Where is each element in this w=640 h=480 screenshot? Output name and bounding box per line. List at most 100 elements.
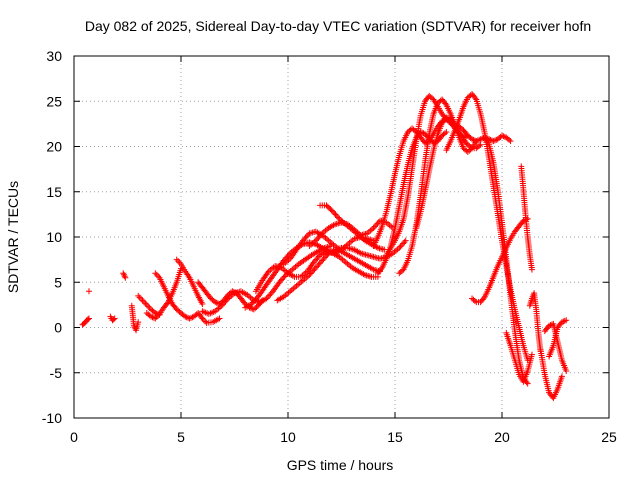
data-point	[148, 313, 155, 320]
x-tick-label: 5	[177, 429, 185, 445]
data-point	[135, 292, 142, 299]
data-point	[266, 292, 273, 299]
y-tick-label: 5	[54, 274, 62, 290]
data-point	[443, 129, 450, 136]
data-point	[251, 298, 258, 305]
y-tick-label: 20	[46, 139, 62, 155]
data-point	[560, 318, 567, 325]
data-point	[219, 301, 226, 308]
data-point	[476, 142, 483, 149]
data-point	[315, 261, 322, 268]
data-point	[371, 223, 378, 230]
data-point	[396, 244, 403, 251]
data-point	[279, 276, 286, 283]
data-point	[561, 317, 568, 324]
data-point	[143, 301, 150, 308]
data-point	[164, 300, 171, 307]
data-point	[317, 258, 324, 265]
data-point	[216, 315, 223, 322]
data-point	[547, 322, 554, 329]
x-tick-label: 15	[387, 429, 403, 445]
data-point	[317, 231, 324, 238]
y-tick-label: 10	[46, 229, 62, 245]
data-point	[252, 296, 259, 303]
data-point	[218, 302, 225, 309]
data-point	[302, 234, 309, 241]
data-point	[397, 243, 404, 250]
data-point	[111, 315, 118, 322]
data-point	[84, 316, 91, 323]
data-point	[146, 304, 153, 311]
data-point	[173, 256, 180, 263]
data-point	[528, 351, 535, 358]
data-point	[563, 367, 570, 374]
data-point	[310, 259, 317, 266]
x-tick-label: 10	[280, 429, 296, 445]
data-points	[79, 91, 570, 402]
data-point	[471, 297, 478, 304]
data-point	[263, 295, 270, 302]
data-point	[400, 240, 407, 247]
data-point	[314, 236, 321, 243]
data-point	[558, 373, 565, 380]
data-point	[307, 270, 314, 277]
data-point	[324, 203, 331, 210]
data-point	[320, 256, 327, 263]
data-point	[314, 263, 321, 270]
data-point	[315, 234, 322, 241]
data-point	[186, 315, 193, 322]
data-point	[312, 237, 319, 244]
data-point	[301, 236, 308, 243]
data-point	[215, 300, 222, 307]
data-point	[280, 274, 287, 281]
data-point	[321, 254, 328, 261]
data-point	[110, 316, 117, 323]
data-point	[248, 300, 255, 307]
data-point	[476, 136, 483, 143]
data-point	[85, 288, 92, 295]
x-tick-label: 20	[494, 429, 510, 445]
data-point	[323, 202, 330, 209]
data-point	[378, 266, 385, 273]
data-point	[306, 272, 313, 279]
chart-title: Day 082 of 2025, Sidereal Day-to-day VTE…	[85, 18, 591, 34]
data-point	[145, 303, 152, 310]
data-point	[152, 270, 159, 277]
data-point	[314, 254, 321, 261]
data-point	[199, 300, 206, 307]
data-point	[222, 298, 229, 305]
y-tick-label: 15	[46, 184, 62, 200]
data-point	[122, 274, 129, 281]
data-point	[249, 299, 256, 306]
data-point	[441, 130, 448, 137]
data-point	[398, 241, 405, 248]
data-point	[212, 299, 219, 306]
tick-labels: 0 5 10 15 20 25 -10 -5 0 5 10 15 20 25 30	[42, 48, 617, 445]
data-point	[202, 318, 209, 325]
data-point	[374, 220, 381, 227]
data-point	[135, 319, 142, 326]
data-point	[319, 257, 326, 264]
data-point	[142, 300, 149, 307]
data-point	[524, 380, 531, 387]
data-point	[139, 297, 146, 304]
data-point	[316, 233, 323, 240]
data-point	[507, 138, 514, 145]
data-point	[277, 277, 284, 284]
data-point	[153, 271, 160, 278]
y-tick-label: -5	[50, 365, 63, 381]
data-point	[311, 257, 318, 264]
data-point	[249, 305, 256, 312]
y-tick-label: 0	[54, 320, 62, 336]
data-point	[264, 294, 271, 301]
data-point	[490, 138, 497, 145]
data-point	[329, 208, 336, 215]
data-point	[417, 129, 424, 136]
data-point	[267, 291, 274, 298]
data-point	[308, 269, 315, 276]
data-point	[500, 133, 507, 140]
y-tick-label: 30	[46, 48, 62, 64]
data-point	[333, 213, 340, 220]
data-point	[323, 253, 330, 260]
